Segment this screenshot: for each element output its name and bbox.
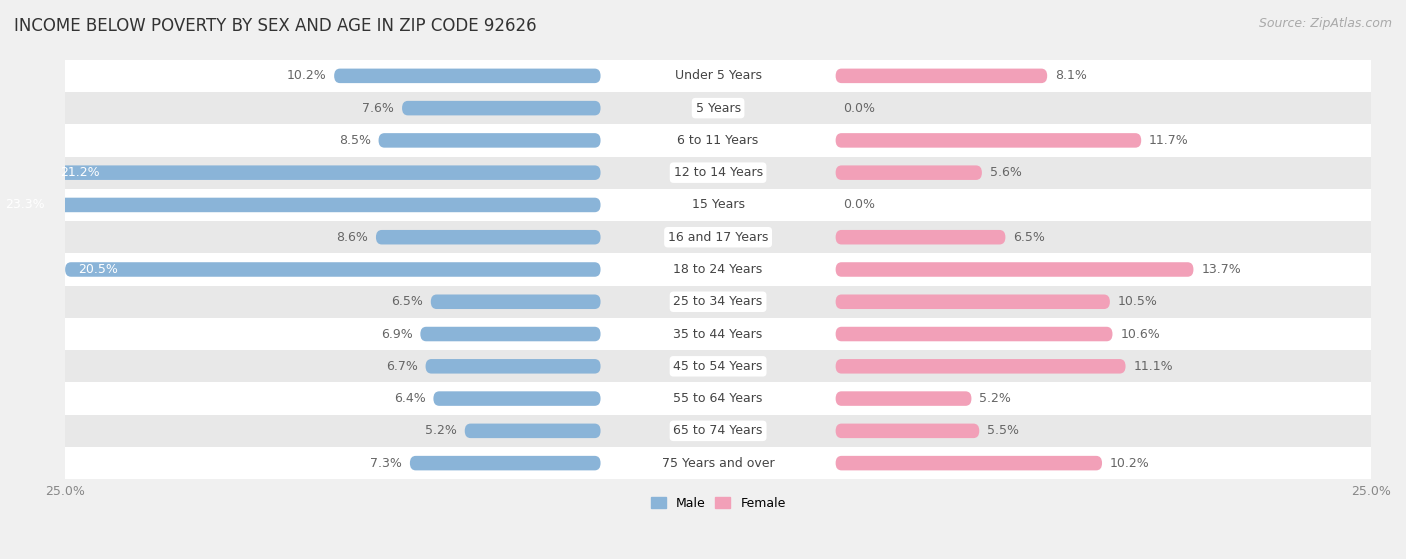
FancyBboxPatch shape bbox=[835, 165, 981, 180]
Text: 7.3%: 7.3% bbox=[370, 457, 402, 470]
Text: 25 to 34 Years: 25 to 34 Years bbox=[673, 295, 762, 308]
Bar bbox=[65, 157, 1371, 189]
FancyBboxPatch shape bbox=[378, 133, 600, 148]
Bar bbox=[65, 382, 1371, 415]
Bar bbox=[65, 318, 1371, 350]
FancyBboxPatch shape bbox=[430, 295, 600, 309]
Text: 16 and 17 Years: 16 and 17 Years bbox=[668, 231, 768, 244]
Bar bbox=[65, 253, 1371, 286]
Text: 5 Years: 5 Years bbox=[696, 102, 741, 115]
FancyBboxPatch shape bbox=[65, 262, 600, 277]
Text: 35 to 44 Years: 35 to 44 Years bbox=[673, 328, 762, 340]
Text: 8.1%: 8.1% bbox=[1054, 69, 1087, 82]
FancyBboxPatch shape bbox=[835, 359, 1126, 373]
Text: 11.1%: 11.1% bbox=[1133, 360, 1173, 373]
FancyBboxPatch shape bbox=[335, 69, 600, 83]
Bar bbox=[65, 124, 1371, 157]
FancyBboxPatch shape bbox=[46, 165, 600, 180]
Text: 8.5%: 8.5% bbox=[339, 134, 371, 147]
FancyBboxPatch shape bbox=[420, 327, 600, 342]
Text: 10.2%: 10.2% bbox=[287, 69, 326, 82]
FancyBboxPatch shape bbox=[465, 424, 600, 438]
Text: 6.5%: 6.5% bbox=[391, 295, 423, 308]
Text: 0.0%: 0.0% bbox=[844, 198, 876, 211]
FancyBboxPatch shape bbox=[835, 456, 1102, 470]
FancyBboxPatch shape bbox=[835, 133, 1142, 148]
Bar bbox=[65, 286, 1371, 318]
Bar bbox=[65, 189, 1371, 221]
Text: 55 to 64 Years: 55 to 64 Years bbox=[673, 392, 763, 405]
FancyBboxPatch shape bbox=[411, 456, 600, 470]
Text: 10.6%: 10.6% bbox=[1121, 328, 1160, 340]
Text: 11.7%: 11.7% bbox=[1149, 134, 1189, 147]
Text: 6 to 11 Years: 6 to 11 Years bbox=[678, 134, 759, 147]
Text: 5.2%: 5.2% bbox=[980, 392, 1011, 405]
Text: Source: ZipAtlas.com: Source: ZipAtlas.com bbox=[1258, 17, 1392, 30]
Bar bbox=[65, 92, 1371, 124]
Bar bbox=[65, 415, 1371, 447]
FancyBboxPatch shape bbox=[426, 359, 600, 373]
Text: 21.2%: 21.2% bbox=[60, 166, 100, 179]
Text: 18 to 24 Years: 18 to 24 Years bbox=[673, 263, 762, 276]
Text: INCOME BELOW POVERTY BY SEX AND AGE IN ZIP CODE 92626: INCOME BELOW POVERTY BY SEX AND AGE IN Z… bbox=[14, 17, 537, 35]
Text: 5.5%: 5.5% bbox=[987, 424, 1019, 437]
FancyBboxPatch shape bbox=[402, 101, 600, 115]
Text: 12 to 14 Years: 12 to 14 Years bbox=[673, 166, 762, 179]
Text: 6.5%: 6.5% bbox=[1014, 231, 1045, 244]
Text: 6.7%: 6.7% bbox=[385, 360, 418, 373]
Text: 65 to 74 Years: 65 to 74 Years bbox=[673, 424, 763, 437]
Bar bbox=[65, 221, 1371, 253]
Bar bbox=[65, 60, 1371, 92]
FancyBboxPatch shape bbox=[0, 198, 600, 212]
Bar bbox=[65, 350, 1371, 382]
Text: 23.3%: 23.3% bbox=[6, 198, 45, 211]
Text: 7.6%: 7.6% bbox=[363, 102, 394, 115]
Text: 6.4%: 6.4% bbox=[394, 392, 426, 405]
FancyBboxPatch shape bbox=[835, 69, 1047, 83]
FancyBboxPatch shape bbox=[375, 230, 600, 244]
FancyBboxPatch shape bbox=[835, 230, 1005, 244]
Text: 13.7%: 13.7% bbox=[1201, 263, 1241, 276]
Text: 6.9%: 6.9% bbox=[381, 328, 412, 340]
FancyBboxPatch shape bbox=[835, 424, 980, 438]
FancyBboxPatch shape bbox=[835, 327, 1112, 342]
Text: 8.6%: 8.6% bbox=[336, 231, 368, 244]
FancyBboxPatch shape bbox=[433, 391, 600, 406]
FancyBboxPatch shape bbox=[835, 295, 1109, 309]
Bar bbox=[65, 447, 1371, 479]
FancyBboxPatch shape bbox=[835, 262, 1194, 277]
Text: 45 to 54 Years: 45 to 54 Years bbox=[673, 360, 763, 373]
Text: 5.2%: 5.2% bbox=[425, 424, 457, 437]
Text: Under 5 Years: Under 5 Years bbox=[675, 69, 762, 82]
FancyBboxPatch shape bbox=[835, 391, 972, 406]
Text: 10.2%: 10.2% bbox=[1109, 457, 1150, 470]
Text: 0.0%: 0.0% bbox=[844, 102, 876, 115]
Text: 15 Years: 15 Years bbox=[692, 198, 745, 211]
Text: 20.5%: 20.5% bbox=[79, 263, 118, 276]
Text: 5.6%: 5.6% bbox=[990, 166, 1022, 179]
Text: 10.5%: 10.5% bbox=[1118, 295, 1157, 308]
Text: 75 Years and over: 75 Years and over bbox=[662, 457, 775, 470]
Legend: Male, Female: Male, Female bbox=[645, 492, 790, 515]
